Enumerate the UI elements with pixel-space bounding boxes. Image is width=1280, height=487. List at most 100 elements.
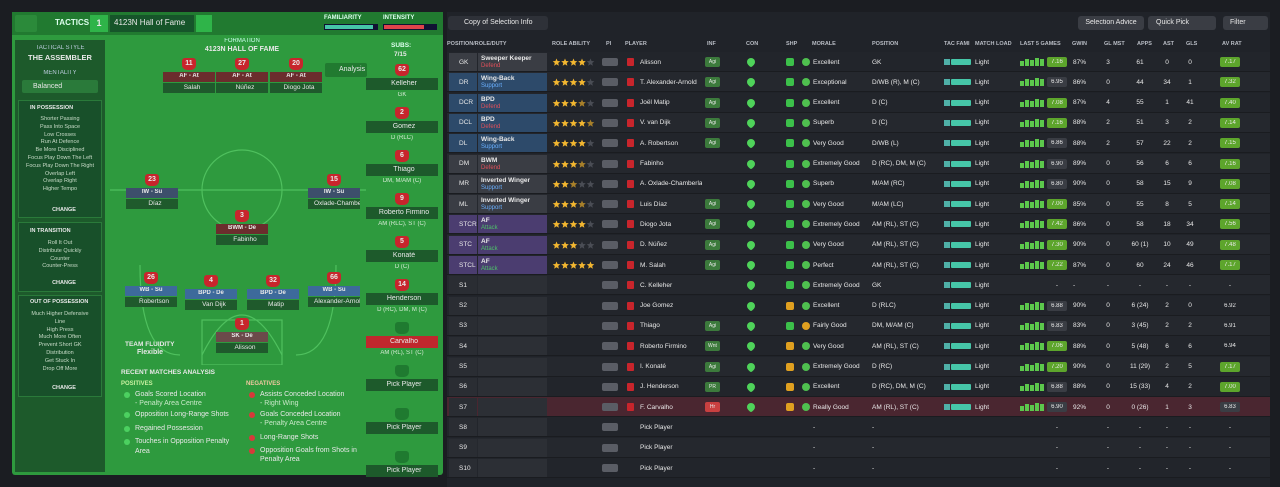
column-header[interactable]: AST [1163, 41, 1174, 47]
column-header[interactable]: GL MST [1104, 41, 1125, 47]
role-box[interactable] [185, 289, 237, 299]
player[interactable]: A. Oxlade-Chamberlain [640, 180, 702, 188]
name-box[interactable] [216, 83, 268, 93]
tactic-number-box[interactable] [90, 15, 108, 32]
column-header[interactable]: TAC FAMI [944, 41, 970, 47]
sub-name-box[interactable] [366, 250, 438, 262]
table-row[interactable] [447, 437, 1270, 458]
column-header[interactable]: INF [707, 41, 716, 47]
player[interactable]: Fabinho [640, 160, 664, 167]
name-box[interactable] [216, 343, 268, 353]
table-row[interactable] [447, 275, 1270, 296]
analysis-button-text: Analysis [339, 66, 366, 73]
star [578, 160, 586, 168]
name-box[interactable] [125, 297, 177, 307]
player[interactable]: T. Alexander-Arnold [640, 78, 697, 86]
player-name: Oxlade-Chamberlain [314, 200, 360, 207]
name-box[interactable] [270, 83, 322, 93]
player[interactable]: Pick Player [640, 444, 673, 452]
column-header[interactable]: GLS [1186, 41, 1198, 47]
column-header[interactable]: PI [606, 41, 612, 47]
role-box[interactable] [308, 286, 360, 296]
slot-cell [449, 134, 477, 153]
player[interactable]: Pick Player [640, 464, 673, 472]
role-cell-empty [478, 459, 547, 477]
advice-button[interactable] [1078, 16, 1144, 30]
name-box[interactable] [216, 235, 268, 245]
column-header[interactable]: CON [746, 41, 759, 47]
player[interactable]: Diogo Jota [640, 220, 672, 228]
name-box[interactable] [308, 199, 360, 209]
form-bar [1030, 384, 1034, 391]
name-box[interactable] [247, 300, 299, 310]
column-header[interactable]: ROLE ABILITY [552, 41, 590, 47]
filter-button[interactable] [1223, 16, 1268, 30]
gwin: 85% [1073, 200, 1087, 208]
sub-name-box[interactable] [366, 379, 438, 391]
player[interactable]: A. Robertson [640, 139, 678, 147]
sub-name-box[interactable] [366, 465, 438, 477]
column-header[interactable]: MORALE [812, 41, 836, 47]
sub-name-box[interactable] [366, 336, 438, 348]
quick-pick-button[interactable] [1148, 16, 1216, 30]
role-box[interactable] [308, 188, 360, 198]
role-box[interactable] [216, 332, 268, 342]
player[interactable]: Pick Player [640, 423, 673, 431]
table-row[interactable] [447, 417, 1270, 438]
role-box[interactable] [216, 224, 268, 234]
av-rating: 7.15 [1224, 140, 1236, 147]
column-header[interactable]: SHP [786, 41, 798, 47]
column-header[interactable]: AV RAT [1222, 41, 1242, 47]
column-header[interactable]: POSITION [872, 41, 899, 47]
sub-name-box[interactable] [366, 78, 438, 90]
player[interactable]: Joël Matip [640, 99, 670, 107]
role-box[interactable] [125, 286, 177, 296]
player[interactable]: V. van Dijk [640, 119, 671, 127]
column-header[interactable]: POSITION/ROLE/DUTY [447, 41, 507, 47]
sub-name-box[interactable] [366, 293, 438, 305]
analysis-button[interactable] [325, 63, 367, 77]
player[interactable]: F. Carvalho [640, 403, 673, 411]
name-box[interactable] [163, 83, 215, 93]
player[interactable]: Thiago [640, 322, 660, 330]
player[interactable]: Roberto Firmino [640, 342, 687, 350]
sub-name-box[interactable] [366, 121, 438, 133]
table-row[interactable] [447, 458, 1270, 478]
add-tactic-button[interactable] [196, 15, 212, 32]
position: GK [872, 281, 882, 289]
name-box[interactable] [308, 297, 360, 307]
back-button[interactable] [15, 15, 37, 32]
column-header[interactable]: GWIN [1072, 41, 1087, 47]
player[interactable]: M. Salah [640, 261, 666, 269]
tactic-name-box[interactable] [110, 15, 194, 32]
column-header[interactable]: PLAYER [625, 41, 647, 47]
name-box[interactable] [126, 199, 178, 209]
mentality-dropdown[interactable] [22, 80, 98, 93]
player[interactable]: J. Henderson [640, 383, 679, 391]
goals: - [1188, 464, 1192, 472]
column-header[interactable]: LAST 5 GAMES [1020, 41, 1061, 47]
player[interactable]: Joe Gomez [640, 302, 674, 310]
sub-name-box[interactable] [366, 207, 438, 219]
shirt-number: 11 [185, 60, 193, 67]
role-box[interactable] [247, 289, 299, 299]
role-box[interactable] [216, 72, 268, 82]
sub-name: Thiago [393, 166, 415, 173]
player[interactable]: I. Konaté [640, 363, 667, 370]
view-dropdown[interactable] [448, 16, 548, 30]
player[interactable]: Luis Díaz [640, 200, 668, 208]
column-header[interactable]: APPS [1137, 41, 1152, 47]
player[interactable]: D. Núñez [640, 241, 668, 249]
sub-name-box[interactable] [366, 164, 438, 176]
role-box[interactable] [163, 72, 215, 82]
role-box[interactable] [126, 188, 178, 198]
name-box[interactable] [185, 300, 237, 310]
player[interactable]: C. Kelleher [640, 281, 673, 289]
player[interactable]: Alisson [640, 58, 661, 66]
position: AM (RL), ST (C) [872, 261, 919, 269]
slot-cell [449, 459, 477, 477]
player-role: BWM - De [228, 225, 256, 231]
sub-name-box[interactable] [366, 422, 438, 434]
role-box[interactable] [270, 72, 322, 82]
column-header[interactable]: MATCH LOAD [975, 41, 1012, 47]
